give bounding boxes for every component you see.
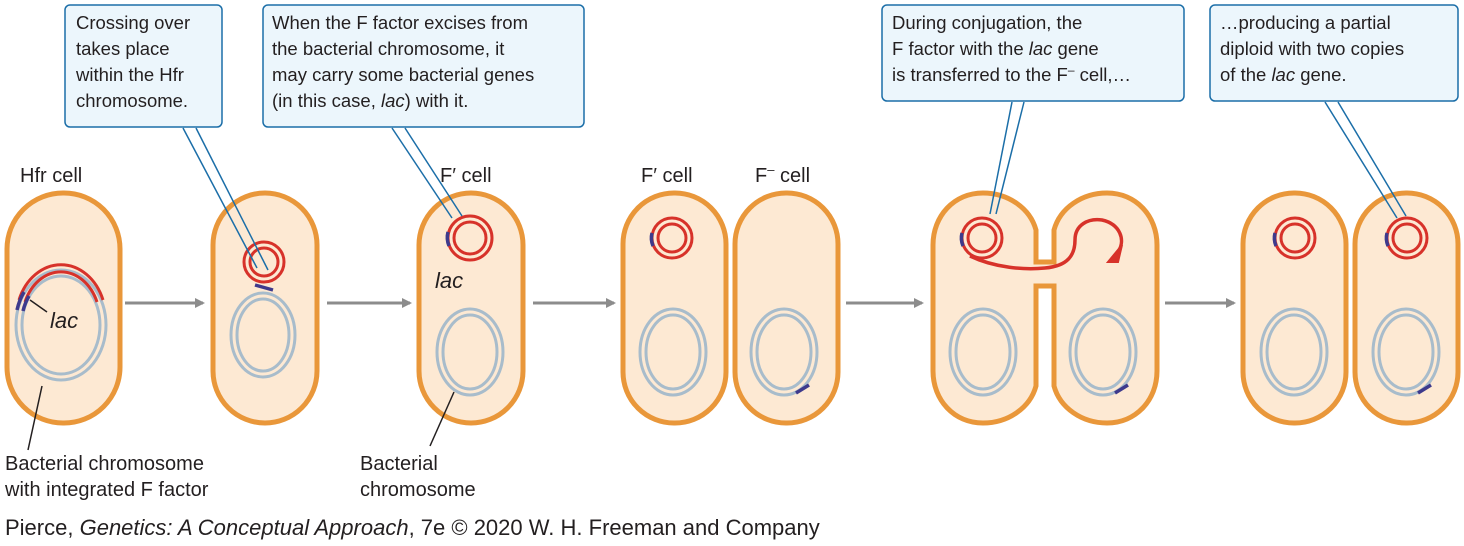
f-prime-factor — [1384, 216, 1429, 260]
integrated-chromosome-label: Bacterial chromosome with integrated F f… — [4, 453, 210, 501]
f-prime-factor — [649, 216, 694, 260]
callout-crossing-text: Crossing over takes place within the Hfr… — [75, 12, 195, 111]
bacterial-chromosome — [1068, 307, 1138, 397]
annotation-pointer — [429, 391, 455, 447]
annotation-pointer — [27, 385, 43, 451]
f-prime-factor — [445, 214, 494, 262]
callout-pointer — [1324, 101, 1398, 219]
hfr-chromosome — [14, 263, 108, 382]
transferring-f-factor — [959, 216, 1124, 271]
bacterial-chromosome — [948, 307, 1018, 397]
lac-pointer-line — [29, 299, 48, 313]
callout-conjugation-line1: During conjugation, the — [892, 12, 1082, 33]
callout-pointer — [391, 127, 453, 219]
callout-pointer — [995, 101, 1025, 215]
bacterial-chromosome — [638, 307, 708, 397]
callout-conjugation-line2: F factor with the lac gene — [892, 38, 1099, 59]
callout-partial-diploid — [1209, 4, 1459, 102]
callout-excision — [262, 4, 585, 128]
f-minus-cell-label: F– cell — [755, 162, 810, 187]
callout-pointer — [195, 127, 269, 271]
f-prime-factor — [1272, 216, 1317, 260]
bacterial-chromosome — [1371, 307, 1441, 397]
callout-pointer — [989, 101, 1013, 215]
bacterial-chromosome — [1259, 307, 1329, 397]
callout-diploid-line2: diploid with two copies — [1220, 38, 1404, 59]
callout-pointer — [182, 127, 258, 269]
callout-conjugation — [881, 4, 1185, 102]
publisher-credit: Pierce, Genetics: A Conceptual Approach,… — [5, 515, 820, 540]
crossing-over-cell — [210, 190, 320, 426]
bacterial-chromosome-label: Bacterial chromosome — [360, 453, 476, 501]
f-prime-cell-label: F′ cell — [440, 165, 492, 187]
hfr-cell-label: Hfr cell — [20, 165, 82, 187]
callout-pointer — [404, 127, 463, 217]
figure-eight-chromosome — [229, 240, 297, 379]
callout-excision-text: When the F factor excises from the bacte… — [272, 12, 534, 85]
callout-conjugation-line3: is transferred to the F– cell,… — [892, 63, 1131, 85]
lac-gene-label: lac — [50, 308, 78, 333]
bacterial-chromosome — [749, 307, 819, 397]
callout-excision-last-line: (in this case, lac) with it. — [272, 90, 468, 111]
lac-gene-label: lac — [435, 268, 463, 293]
bacterial-chromosome — [435, 307, 505, 397]
callout-diploid-line3: of the lac gene. — [1220, 64, 1347, 85]
callout-diploid-line1: …producing a partial — [1220, 12, 1391, 33]
callout-crossing-over — [64, 4, 223, 128]
callout-pointer — [1337, 101, 1407, 217]
f-prime-cell-label: F′ cell — [641, 165, 693, 187]
